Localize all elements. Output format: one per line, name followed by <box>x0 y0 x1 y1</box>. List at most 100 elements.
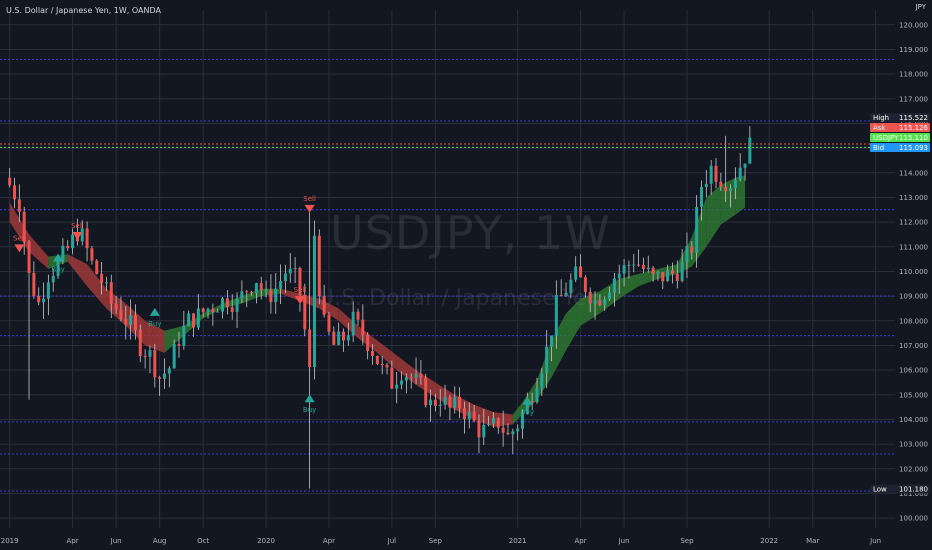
candle-body <box>670 270 674 275</box>
y-tick-label: 120.000 <box>899 21 928 29</box>
candle-body <box>230 307 234 312</box>
candle-body <box>90 248 94 261</box>
x-tick-label: Apr <box>67 537 79 545</box>
candle-body <box>482 424 486 438</box>
candle-body <box>608 292 612 300</box>
y-tick-label: 111.000 <box>899 243 928 251</box>
price-badge-value: 115.126 <box>899 124 928 132</box>
candle-body <box>666 270 670 282</box>
low-badge-bg <box>870 484 930 494</box>
x-tick-label: 2022 <box>760 537 778 545</box>
price-badge-label: High <box>873 114 889 122</box>
watermark-symbol: USDJPY, 1W <box>330 206 611 260</box>
candle-body <box>143 356 147 358</box>
candle-body <box>250 291 254 294</box>
candle-body <box>312 235 316 368</box>
candle-body <box>371 350 375 356</box>
sell-signal-label: Sell <box>13 234 26 242</box>
candle-body <box>748 137 752 164</box>
candle-body <box>414 373 418 378</box>
buy-signal-label: Buy <box>148 320 161 328</box>
y-tick-label: 101.000 <box>899 490 928 498</box>
candle-body <box>317 235 321 297</box>
ma-band-segment <box>735 175 746 215</box>
price-badge: USDJPY 115.110 <box>870 133 930 142</box>
candle-body <box>346 335 350 341</box>
candle-body <box>95 260 99 274</box>
candle-body <box>361 319 365 335</box>
y-tick-label: 105.000 <box>899 391 928 399</box>
candle-body <box>520 412 524 429</box>
candle-body <box>337 331 341 345</box>
candle-body <box>293 267 297 269</box>
candle-body <box>400 380 404 385</box>
x-tick-label: Jun <box>618 537 630 545</box>
currency-label: JPY <box>915 3 926 11</box>
candle-body <box>550 335 554 347</box>
candle-body <box>124 319 128 325</box>
x-tick-label: Sep <box>429 537 443 545</box>
candle-body <box>743 163 747 168</box>
candle-body <box>661 271 665 282</box>
candle-body <box>443 396 447 405</box>
candle-body <box>545 346 549 374</box>
candle-body <box>240 291 244 299</box>
price-badge-value: 115.110 <box>899 134 928 142</box>
candle-body <box>588 291 592 304</box>
candle-body <box>259 283 263 291</box>
x-tick-label: Jun <box>110 537 122 545</box>
ma-band-segment <box>145 320 165 353</box>
candle-body <box>438 404 442 406</box>
candle-body <box>525 401 529 413</box>
candle-body <box>472 411 476 421</box>
y-tick-label: 103.000 <box>899 441 928 449</box>
x-tick-label: Oct <box>197 537 209 545</box>
y-tick-label: 107.000 <box>899 342 928 350</box>
candle-body <box>109 282 113 304</box>
candle-body <box>283 273 287 282</box>
candle-body <box>709 165 713 184</box>
buy-signal-label: Buy <box>303 406 316 414</box>
candle-body <box>719 181 723 187</box>
candle-body <box>133 315 137 331</box>
candle-body <box>206 308 210 313</box>
buy-signal-icon <box>149 307 160 316</box>
candle-body <box>511 431 515 435</box>
ma-band-segment <box>720 177 736 225</box>
candle-body <box>303 294 307 330</box>
candle-body <box>308 329 312 368</box>
y-tick-label: 118.000 <box>899 71 928 79</box>
price-badge-bg <box>870 133 930 142</box>
candle-body <box>100 273 104 284</box>
price-badge-bg <box>870 123 930 132</box>
y-tick-label: 106.000 <box>899 367 928 375</box>
symbol-title[interactable]: U.S. Dollar / Japanese Yen, 1W, OANDA <box>6 6 161 15</box>
candle-body <box>404 377 408 381</box>
candle-body <box>42 298 46 303</box>
candle-body <box>583 277 587 292</box>
x-tick-label: Aug <box>153 537 167 545</box>
candle-body <box>496 418 500 428</box>
candle-body <box>375 355 379 365</box>
candle-body <box>66 245 70 249</box>
buy-signal-label: Buy <box>521 409 534 417</box>
candle-body <box>46 282 50 299</box>
candle-body <box>724 186 728 192</box>
x-tick-label: Jun <box>869 537 881 545</box>
candle-body <box>574 266 578 280</box>
candle-body <box>617 273 621 279</box>
candle-body <box>196 308 200 328</box>
candle-body <box>622 265 626 274</box>
candles <box>8 126 752 489</box>
candle-body <box>356 311 360 320</box>
candle-body <box>448 396 452 408</box>
candle-body <box>104 282 108 284</box>
y-tick-label: 112.000 <box>899 219 928 227</box>
candle-body <box>656 271 660 274</box>
candle-body <box>129 315 133 325</box>
y-tick-label: 117.000 <box>899 95 928 103</box>
y-tick-label: 100.000 <box>899 515 928 523</box>
y-tick-label: 109.000 <box>899 293 928 301</box>
